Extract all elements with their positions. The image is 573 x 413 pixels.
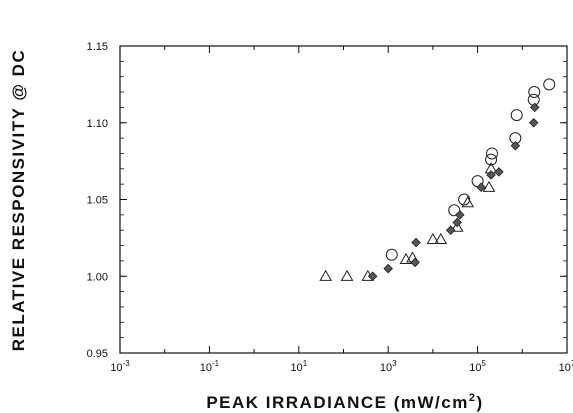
x-tick-label: 10-3 [110,359,130,374]
x-tick-label: 10-1 [200,359,220,374]
diamond-marker [383,263,393,274]
diamond-marker [510,141,521,151]
circle-marker [510,109,523,122]
triangle-marker [450,220,464,232]
x-tick-label: 103 [380,359,397,374]
triangle-marker [482,180,496,192]
x-axis: 10-3 10-1 101 103 105 107 [110,46,573,374]
diamond-marker [411,237,421,248]
circle-marker [385,248,398,261]
diamond-marker [494,167,504,177]
circle-marker [528,86,541,99]
circle-marker [458,193,471,206]
y-tick-label: 1.15 [87,41,108,53]
plot-frame [119,45,568,354]
y-axis: 0.95 1.00 1.05 1.10 1.15 [87,41,567,360]
x-tick-label: 107 [559,359,573,374]
y-axis-title: RELATIVE RESPONSIVITY @ DC [9,49,28,351]
diamond-marker [476,182,486,192]
diamond-marker [452,217,462,228]
triangle-marker [434,232,448,245]
triangle-marker [461,196,475,208]
circle-marker [485,153,498,166]
y-tick-label: 1.00 [87,271,108,283]
diamond-marker [528,117,539,128]
triangle-marker [319,269,333,281]
circle-marker [486,147,499,160]
x-tick-label: 105 [469,359,486,374]
triangle-marker [426,232,440,245]
x-axis-title: PEAK IRRADIANCE (mW/cm2) [206,392,483,412]
y-tick-label: 1.10 [87,118,108,130]
y-tick-label: 1.05 [87,195,108,207]
diamond-marker [367,271,378,282]
diamond-marker [486,170,496,180]
triangle-marker [340,269,354,281]
y-tick-label: 0.95 [87,348,108,360]
data-markers [319,78,556,282]
diamond-marker [445,225,456,235]
diamond-marker [410,257,420,268]
diamond-marker [529,102,540,113]
circle-marker [543,78,556,91]
diamond-marker [455,210,465,220]
x-tick-label: 101 [290,359,307,374]
